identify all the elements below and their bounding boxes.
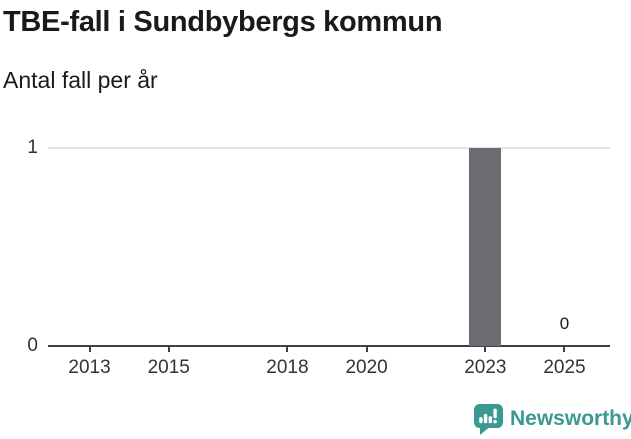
- x-axis-tick-label: 2020: [345, 357, 388, 378]
- x-axis-line: [48, 345, 610, 347]
- newsworthy-logo-icon: [474, 404, 503, 435]
- x-axis-tick-label: 2025: [543, 357, 586, 378]
- x-axis-tick-label: 2013: [68, 357, 111, 378]
- x-axis-tick: [484, 347, 487, 352]
- chart-title: TBE-fall i Sundbybergs kommun: [3, 6, 443, 38]
- x-axis-tick: [563, 347, 566, 352]
- bar-2023: [469, 147, 502, 346]
- chart-subtitle: Antal fall per år: [3, 67, 158, 93]
- y-axis-label: 1: [27, 136, 38, 158]
- x-axis-tick: [88, 347, 91, 352]
- x-axis-tick-label: 2018: [266, 357, 309, 378]
- x-axis-tick: [167, 347, 170, 352]
- x-axis-tick-label: 2023: [464, 357, 507, 378]
- x-axis-tick-label: 2015: [147, 357, 190, 378]
- x-axis-tick: [286, 347, 289, 352]
- y-axis-label: 0: [27, 335, 38, 356]
- x-axis-tick: [365, 347, 368, 352]
- newsworthy-brand-link[interactable]: Newsworthy: [474, 404, 631, 435]
- brand-name: Newsworthy: [510, 407, 631, 430]
- bar-value-label: 0: [559, 314, 570, 333]
- gridline-y1: [48, 146, 610, 149]
